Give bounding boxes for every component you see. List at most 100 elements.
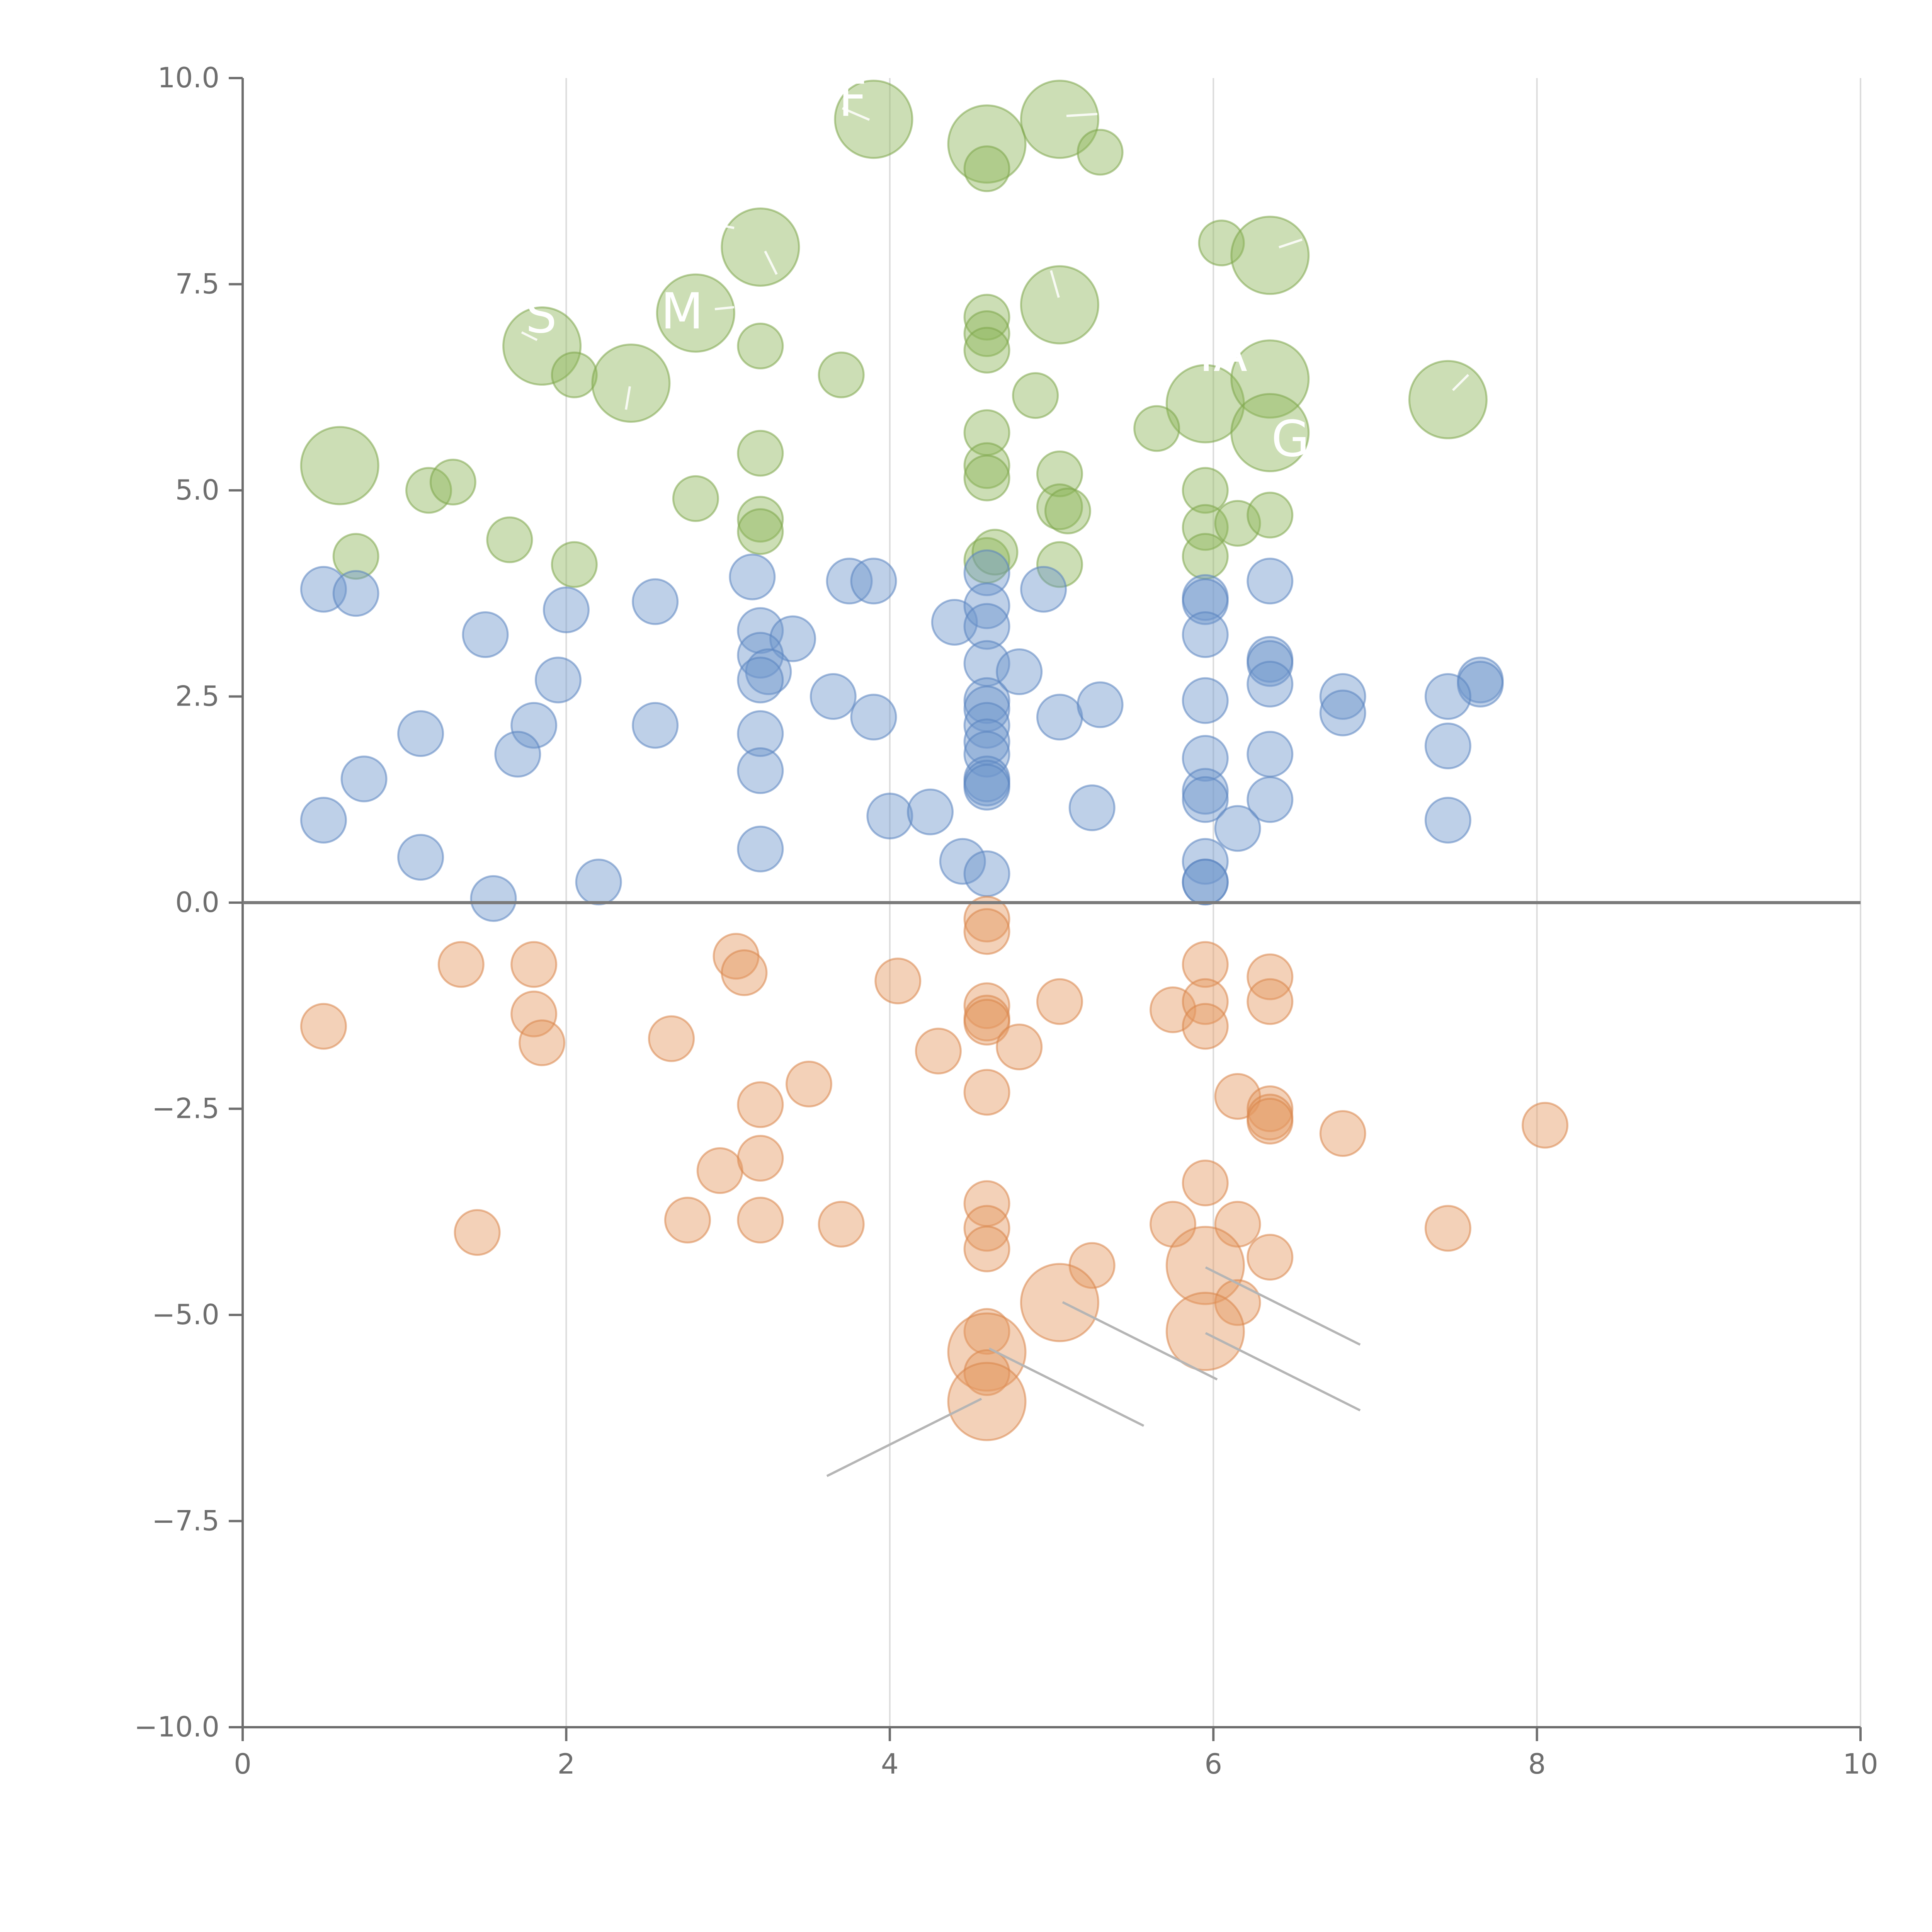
blue-data-point <box>1182 611 1229 658</box>
blue-data-point <box>397 710 444 757</box>
leader-line <box>764 250 778 275</box>
green-data-point <box>1036 483 1083 531</box>
green-data-point <box>963 442 1010 489</box>
orange-data-point <box>1036 978 1083 1025</box>
orange-data-point <box>1522 1102 1569 1149</box>
orange-data-point <box>510 990 558 1037</box>
blue-data-point <box>1247 776 1294 823</box>
green-data-point <box>1036 450 1083 497</box>
annotation-label: S <box>526 287 557 344</box>
orange-data-point <box>785 1060 832 1107</box>
blue-data-point <box>996 648 1043 695</box>
orange-data-point <box>664 1197 711 1244</box>
blue-data-point <box>963 702 1010 749</box>
green-data-point <box>429 459 476 506</box>
x-tick-label: 8 <box>1528 1748 1546 1780</box>
leader-line <box>826 1398 982 1477</box>
blue-data-point <box>1319 673 1366 720</box>
blue-data-point <box>963 549 1010 596</box>
leader-line <box>1279 238 1303 248</box>
leader-line <box>625 386 631 410</box>
green-data-point <box>1036 541 1083 588</box>
green-data-point <box>332 533 379 580</box>
orange-data-point <box>1182 1160 1229 1207</box>
annotation-leaders <box>521 107 1469 1477</box>
green-data-point <box>1182 533 1229 580</box>
orange-data-point <box>963 998 1010 1046</box>
blue-data-point <box>1036 694 1083 741</box>
orange-data-point <box>963 982 1010 1029</box>
blue-data-point <box>810 673 857 720</box>
orange-data-point <box>963 1205 1010 1252</box>
green-data-point <box>947 104 1027 184</box>
blue-data-point <box>534 656 582 704</box>
blue-data-point <box>737 825 784 872</box>
annotation-label: G <box>1271 410 1310 468</box>
green-data-point <box>1247 492 1294 539</box>
x-tick-label: 6 <box>1204 1748 1222 1780</box>
blue-data-point <box>939 838 986 885</box>
axis-ticks: 0 2 4 6 8 10 10.0 7.5 5.0 2.5 0.0 −2.5 −5.0 −7.5 −10.0 <box>134 61 1878 1780</box>
orange-data-point <box>1182 1003 1229 1050</box>
green-data-point <box>963 327 1010 374</box>
blue-data-point <box>340 755 388 803</box>
blue-data-point <box>1020 566 1067 613</box>
leader-line <box>1062 1301 1218 1381</box>
x-tick-label: 10 <box>1843 1748 1878 1780</box>
y-tick-label: −7.5 <box>152 1505 219 1537</box>
blue-data-point <box>1068 784 1116 832</box>
green-data-point <box>1408 360 1488 439</box>
green-data-point <box>1020 80 1099 159</box>
orange-data-point <box>696 1147 743 1194</box>
green-data-point <box>591 344 671 423</box>
orange-data-point <box>963 1225 1010 1272</box>
orange-data-point <box>963 908 1010 955</box>
orange-data-point <box>1182 941 1229 988</box>
leader-line <box>1205 1332 1361 1412</box>
blue-data-point <box>737 607 784 654</box>
orange-data-point <box>1214 1201 1261 1248</box>
blue-data-point <box>1182 677 1229 724</box>
blue-data-point <box>737 656 784 704</box>
green-data-point <box>1020 265 1099 345</box>
orange-data-point <box>454 1209 501 1256</box>
orange-data-point <box>510 941 558 988</box>
orange-data-point <box>947 1362 1027 1441</box>
blue-data-point <box>1247 660 1294 707</box>
blue-data-point <box>470 875 517 922</box>
blue-data-point <box>906 788 954 835</box>
blue-data-point <box>1424 723 1471 770</box>
orange-data-point <box>648 1015 695 1062</box>
green-data-point <box>1230 393 1310 473</box>
leader-line <box>842 107 870 121</box>
blue-data-point <box>1182 838 1229 885</box>
green-data-point <box>551 351 598 398</box>
green-data-point <box>486 516 533 563</box>
y-tick-label: 0.0 <box>175 886 219 918</box>
blue-data-point <box>332 570 379 617</box>
y-tick-label: 2.5 <box>175 680 219 713</box>
annotations: F M S MA G <box>526 70 1310 468</box>
orange-data-point <box>519 1019 566 1066</box>
y-tick-label: −2.5 <box>152 1092 219 1125</box>
y-tick-label: −5.0 <box>152 1298 219 1331</box>
orange-data-point <box>963 1308 1010 1355</box>
orange-data-point <box>300 1003 347 1050</box>
blue-data-point <box>1424 673 1471 720</box>
orange-data-point <box>947 1312 1027 1392</box>
orange-data-point <box>963 896 1010 943</box>
blue-data-point <box>826 558 873 605</box>
green-data-point <box>963 294 1010 341</box>
leader-line <box>521 331 538 341</box>
green-data-point <box>834 80 913 159</box>
orange-data-point <box>963 1069 1010 1116</box>
orange-data-point <box>874 957 922 1005</box>
orange-data-point <box>1247 953 1294 1000</box>
blue-data-point <box>300 797 347 844</box>
leader-line <box>1050 270 1060 298</box>
green-data-point <box>1214 500 1261 547</box>
blue-data-point <box>963 582 1010 629</box>
blue-data-point <box>543 586 590 633</box>
blue-data-point <box>575 859 622 906</box>
blue-data-point <box>729 553 776 600</box>
